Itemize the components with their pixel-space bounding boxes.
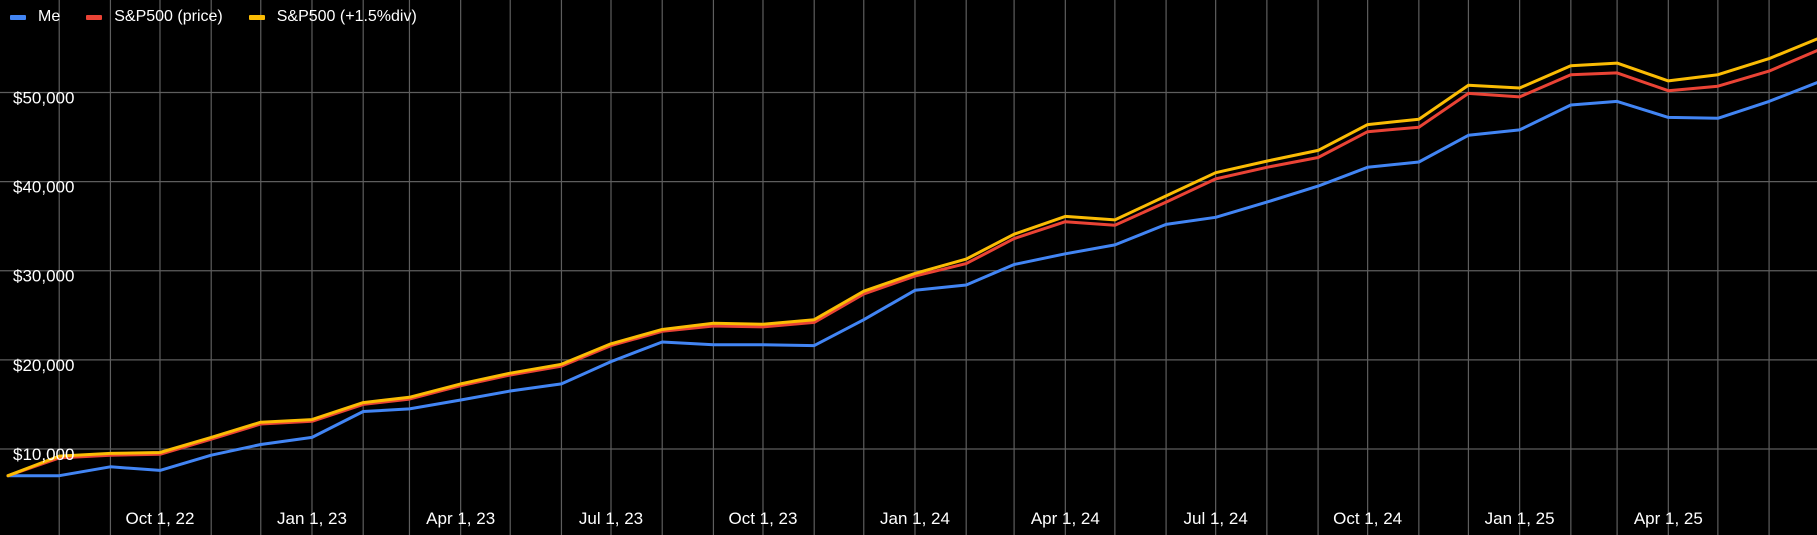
y-tick-label: $50,000 <box>13 88 74 107</box>
legend-swatch-me <box>10 14 26 20</box>
y-tick-label: $30,000 <box>13 267 74 286</box>
legend-swatch-sp500-price <box>86 14 103 20</box>
x-axis-labels: Oct 1, 22 Jan 1, 23 Apr 1, 23 Jul 1, 23 Oct … <box>125 509 1702 528</box>
y-tick-label: $10,000 <box>13 445 74 464</box>
x-tick-label: Apr 1, 25 <box>1634 509 1703 528</box>
x-tick-label: Oct 1, 24 <box>1333 509 1402 528</box>
x-tick-label: Jan 1, 23 <box>277 509 347 528</box>
y-tick-label: $20,000 <box>13 356 74 375</box>
x-tick-label: Jan 1, 24 <box>880 509 950 528</box>
x-tick-label: Jul 1, 23 <box>579 509 643 528</box>
x-tick-label: Jul 1, 24 <box>1184 509 1248 528</box>
vertical-gridlines <box>58 0 1770 535</box>
x-tick-label: Jan 1, 25 <box>1485 509 1555 528</box>
legend: Me S&P500 (price) S&P500 (+1.5%div) <box>10 8 417 26</box>
series-line-0 <box>6 81 1817 478</box>
x-tick-label: Oct 1, 22 <box>125 509 194 528</box>
y-tick-label: $40,000 <box>13 178 74 197</box>
legend-label-sp500-price: S&P500 (price) <box>114 8 223 25</box>
x-tick-label: Oct 1, 23 <box>728 509 797 528</box>
x-tick-label: Apr 1, 24 <box>1031 509 1100 528</box>
legend-label-sp500-div: S&P500 (+1.5%div) <box>276 8 417 25</box>
series-line-2 <box>6 37 1817 478</box>
legend-item-sp500-div[interactable]: S&P500 (+1.5%div) <box>248 8 417 26</box>
x-tick-label: Apr 1, 23 <box>426 509 495 528</box>
series-line-1 <box>6 49 1817 478</box>
series-lines <box>6 37 1817 478</box>
legend-label-me: Me <box>38 8 61 25</box>
y-axis-labels: $10,000 $20,000 $30,000 $40,000 $50,000 <box>13 88 74 464</box>
legend-swatch-sp500-div <box>248 14 265 20</box>
horizontal-gridlines <box>0 91 1817 450</box>
legend-item-me[interactable]: Me <box>10 8 60 26</box>
legend-item-sp500-price[interactable]: S&P500 (price) <box>86 8 223 26</box>
